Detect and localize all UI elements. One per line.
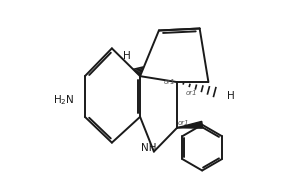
Text: or1: or1 bbox=[185, 90, 197, 96]
Text: or1: or1 bbox=[163, 79, 175, 85]
Polygon shape bbox=[177, 121, 202, 128]
Text: H: H bbox=[227, 91, 235, 101]
Text: NH: NH bbox=[141, 143, 157, 153]
Text: H: H bbox=[123, 51, 131, 61]
Text: or1: or1 bbox=[178, 120, 189, 126]
Text: H$_2$N: H$_2$N bbox=[53, 93, 74, 107]
